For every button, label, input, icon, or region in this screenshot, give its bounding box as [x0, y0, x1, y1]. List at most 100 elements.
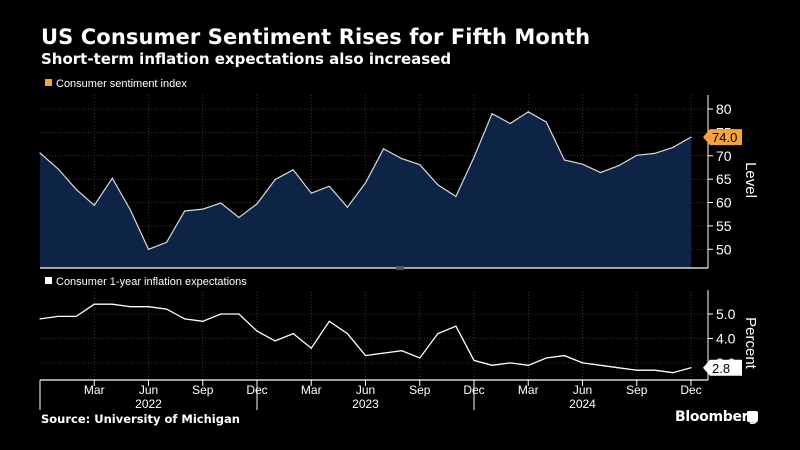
inflation-last-value: 2.8 — [703, 359, 742, 376]
inflation-point — [238, 313, 240, 315]
x-year-label: 2023 — [352, 397, 379, 411]
top-series — [39, 111, 692, 268]
bloomberg-logo: Bloomberg — [674, 409, 758, 425]
sentiment-point — [328, 185, 330, 187]
x-tick-label: Jun — [356, 383, 375, 397]
x-year-label: 2022 — [135, 397, 162, 411]
sentiment-point — [527, 111, 529, 113]
inflation-point — [256, 330, 258, 332]
top-y-tick-label: 80 — [716, 101, 732, 117]
x-axis: Mar Jun Sep Dec Mar Jun Sep Dec Mar Jun Sep Dec2022… — [39, 380, 702, 411]
sentiment-point — [39, 152, 41, 154]
bottom-y-tick-label: 4.0 — [716, 330, 736, 346]
inflation-point — [419, 357, 421, 359]
chart-title: US Consumer Sentiment Rises for Fifth Mo… — [41, 25, 591, 49]
inflation-point — [473, 359, 475, 362]
inflation-point — [147, 306, 150, 308]
sentiment-point — [220, 202, 222, 204]
sentiment-point — [509, 122, 511, 125]
inflation-point — [437, 332, 439, 335]
sentiment-point — [401, 157, 403, 160]
sentiment-point — [419, 164, 421, 166]
legend-swatch-sentiment — [45, 79, 52, 86]
inflation-point — [618, 367, 620, 369]
inflation-point — [401, 350, 403, 352]
sentiment-point — [256, 203, 258, 205]
bottom-y-axis-title: Percent — [742, 317, 759, 370]
x-tick-label: Sep — [626, 383, 648, 397]
inflation-point — [93, 303, 95, 305]
sentiment-last-value-label: 74.0 — [712, 130, 737, 145]
sentiment-point — [437, 184, 439, 186]
inflation-point — [599, 364, 602, 366]
sentiment-point — [636, 154, 638, 156]
x-tick-label: Mar — [84, 383, 105, 397]
inflation-point — [636, 369, 638, 371]
inflation-point — [292, 332, 294, 335]
sentiment-point — [165, 241, 168, 243]
bottom-series — [39, 303, 692, 374]
x-tick-label: Mar — [518, 383, 539, 397]
inflation-point — [690, 367, 692, 369]
sentiment-point — [654, 152, 656, 155]
x-tick-label: Dec — [680, 383, 701, 397]
bottom-y-tick-label: 5.0 — [716, 306, 736, 322]
top-y-tick-label: 55 — [716, 218, 732, 234]
sentiment-point — [690, 136, 692, 138]
top-y-tick-label: 50 — [716, 241, 732, 257]
inflation-point — [220, 313, 222, 315]
sentiment-point — [57, 168, 59, 170]
chart-subtitle: Short-term inflation expectations also i… — [41, 50, 452, 68]
inflation-line — [39, 303, 692, 374]
legend-label-inflation: Consumer 1-year inflation expectations — [56, 276, 247, 288]
inflation-point — [672, 372, 674, 374]
sentiment-point — [563, 159, 566, 161]
x-tick-label: Sep — [192, 383, 214, 397]
inflation-point — [527, 364, 529, 366]
x-tick-label: Jun — [139, 383, 158, 397]
divider-handle[interactable] — [396, 266, 404, 270]
inflation-point — [184, 318, 186, 320]
inflation-point — [364, 354, 367, 357]
legend-label-sentiment: Consumer sentiment index — [56, 78, 187, 90]
sentiment-point — [346, 206, 349, 208]
inflation-point — [202, 320, 204, 322]
sentiment-point — [310, 192, 312, 194]
top-y-tick-label: 65 — [716, 171, 732, 187]
inflation-point — [563, 354, 566, 357]
source-note: Source: University of Michigan — [41, 412, 240, 426]
sentiment-point — [382, 148, 385, 150]
inflation-point — [382, 352, 385, 354]
sentiment-point — [581, 163, 584, 165]
sentiment-point — [545, 121, 547, 123]
x-tick-label: Jun — [573, 383, 592, 397]
sentiment-point — [147, 248, 150, 250]
sentiment-point — [364, 182, 367, 184]
inflation-point — [57, 315, 59, 318]
x-tick-label: Mar — [301, 383, 322, 397]
sentiment-point — [491, 113, 493, 115]
inflation-point — [346, 332, 349, 335]
sentiment-point — [184, 210, 186, 212]
sentiment-point — [292, 169, 294, 171]
legend-swatch-inflation — [45, 277, 52, 284]
inflation-last-value-box — [703, 359, 742, 376]
sentiment-area — [40, 111, 691, 268]
last-value-callouts: 74.0 2.8 — [703, 129, 742, 376]
bloomberg-chart-icon — [747, 411, 758, 422]
x-year-label: 2024 — [569, 397, 596, 411]
sentiment-point — [455, 195, 457, 198]
inflation-last-value-label: 2.8 — [712, 361, 730, 376]
inflation-point — [455, 325, 457, 327]
sentiment-point — [473, 156, 475, 158]
sentiment-point — [238, 216, 240, 219]
inflation-point — [165, 308, 168, 310]
top-y-tick-label: 60 — [716, 195, 732, 211]
sentiment-point — [274, 179, 276, 181]
sentiment-point — [599, 172, 602, 174]
sentiment-point — [129, 209, 132, 211]
sentiment-last-value-box — [703, 129, 742, 146]
inflation-point — [654, 369, 656, 371]
inflation-point — [129, 306, 132, 308]
top-y-tick-label: 70 — [716, 148, 732, 164]
